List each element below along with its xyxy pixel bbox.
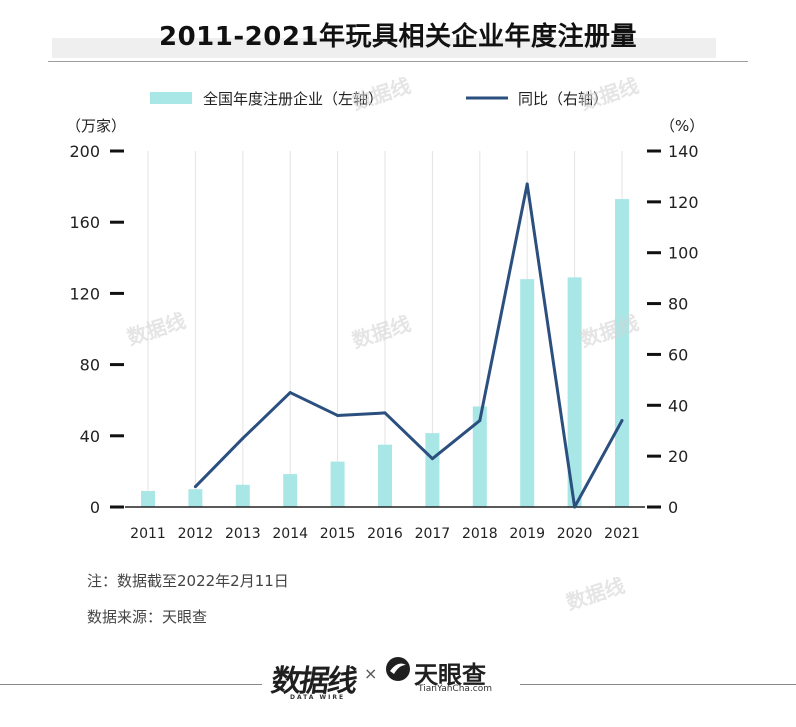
bar bbox=[188, 489, 203, 507]
legend-line-label: 同比（右轴） bbox=[518, 90, 608, 108]
x-axis-tick-label: 2016 bbox=[367, 526, 403, 542]
right-axis-tick-label: 80 bbox=[668, 295, 688, 314]
bar bbox=[330, 461, 345, 507]
chart-note: 注：数据截至2022年2月11日 bbox=[87, 572, 289, 590]
title-band bbox=[52, 38, 716, 58]
x-axis-tick-label: 2019 bbox=[509, 526, 545, 542]
left-axis-tick-label: 160 bbox=[69, 213, 100, 232]
x-axis-tick-label: 2012 bbox=[178, 526, 214, 542]
x-axis-tick-label: 2021 bbox=[604, 526, 640, 542]
yoy-point bbox=[478, 419, 482, 423]
chart-canvas: 0 40 80 120 160 200 （万家） 0 20 40 60 80 100 120 140 （%） 2… bbox=[66, 73, 704, 542]
x-axis-tick-label: 2018 bbox=[462, 526, 498, 542]
bar bbox=[615, 199, 629, 507]
bar bbox=[141, 490, 155, 507]
watermark: 数据线 bbox=[577, 73, 641, 114]
footer-rule-right bbox=[520, 684, 796, 685]
yoy-point bbox=[336, 413, 340, 417]
right-axis-label: （%） bbox=[660, 117, 704, 135]
left-axis-tick-label: 120 bbox=[69, 284, 100, 303]
yoy-point bbox=[430, 457, 434, 461]
watermark: 数据线 bbox=[349, 311, 413, 352]
tianyancha-logo-icon bbox=[386, 657, 410, 681]
yoy-line bbox=[194, 182, 624, 509]
right-axis-tick-label: 0 bbox=[668, 498, 678, 517]
x-axis-tick-label: 2013 bbox=[225, 526, 261, 542]
left-axis-label: （万家） bbox=[66, 117, 126, 135]
x-axis-tick-label: 2020 bbox=[557, 526, 593, 542]
right-axis-tick-label: 40 bbox=[668, 396, 688, 415]
x-axis-tick-label: 2014 bbox=[272, 526, 308, 542]
right-axis-tick-label: 140 bbox=[668, 142, 699, 161]
watermark: 数据线 bbox=[124, 308, 188, 349]
yoy-point bbox=[193, 485, 197, 489]
bar bbox=[567, 277, 582, 507]
x-axis-tick-label: 2017 bbox=[415, 526, 451, 542]
right-axis-tick-label: 120 bbox=[668, 193, 699, 212]
yoy-point bbox=[288, 391, 292, 395]
right-axis-tick-label: 100 bbox=[668, 244, 699, 263]
right-axis-tick-label: 20 bbox=[668, 447, 688, 466]
bar bbox=[472, 406, 487, 507]
watermark: 数据线 bbox=[577, 310, 641, 351]
yoy-point bbox=[525, 182, 529, 186]
tianyancha-logo-sub: TianYanCha.com bbox=[418, 684, 493, 694]
left-axis-tick-label: 80 bbox=[80, 356, 100, 375]
chart-title: 2011-2021年玩具相关企业年度注册量 bbox=[158, 22, 638, 52]
x-axis-tick-label: 2011 bbox=[130, 526, 166, 542]
yoy-point bbox=[383, 411, 387, 415]
bar bbox=[520, 279, 535, 507]
watermark: 数据线 bbox=[349, 73, 413, 114]
left-axis-tick-label: 0 bbox=[90, 498, 100, 517]
tianyancha-logo: 天眼查 bbox=[414, 661, 486, 689]
yoy-point bbox=[241, 436, 245, 440]
right-axis-tick-label: 60 bbox=[668, 345, 688, 364]
x-axis-tick-label: 2015 bbox=[320, 526, 356, 542]
data-source: 数据来源：天眼查 bbox=[87, 608, 208, 626]
left-axis-tick-label: 200 bbox=[69, 142, 100, 161]
watermark: 数据线 bbox=[563, 573, 628, 615]
footer-rule-left bbox=[0, 684, 262, 685]
legend-bar-label: 全国年度注册企业（左轴） bbox=[203, 90, 383, 108]
bar bbox=[425, 433, 440, 507]
datawire-logo-sub: DATA WIRE bbox=[290, 694, 346, 701]
title-rule bbox=[48, 61, 748, 62]
left-axis-tick-label: 40 bbox=[80, 427, 100, 446]
bar bbox=[378, 444, 392, 507]
yoy-point bbox=[620, 419, 624, 423]
legend-bar-swatch bbox=[150, 92, 192, 104]
bar bbox=[235, 484, 250, 507]
bar bbox=[283, 474, 298, 507]
brand-separator: × bbox=[364, 664, 378, 683]
yoy-point bbox=[573, 505, 577, 509]
